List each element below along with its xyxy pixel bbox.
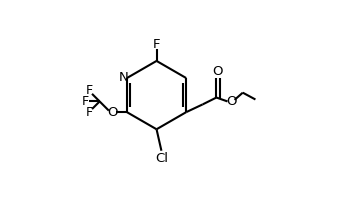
Text: O: O (107, 106, 117, 119)
Text: F: F (85, 84, 92, 97)
Text: O: O (226, 95, 236, 108)
Text: Cl: Cl (155, 152, 168, 165)
Text: F: F (85, 106, 92, 119)
Text: O: O (213, 65, 223, 78)
Text: N: N (119, 70, 129, 84)
Text: F: F (82, 95, 89, 108)
Text: F: F (153, 38, 160, 51)
